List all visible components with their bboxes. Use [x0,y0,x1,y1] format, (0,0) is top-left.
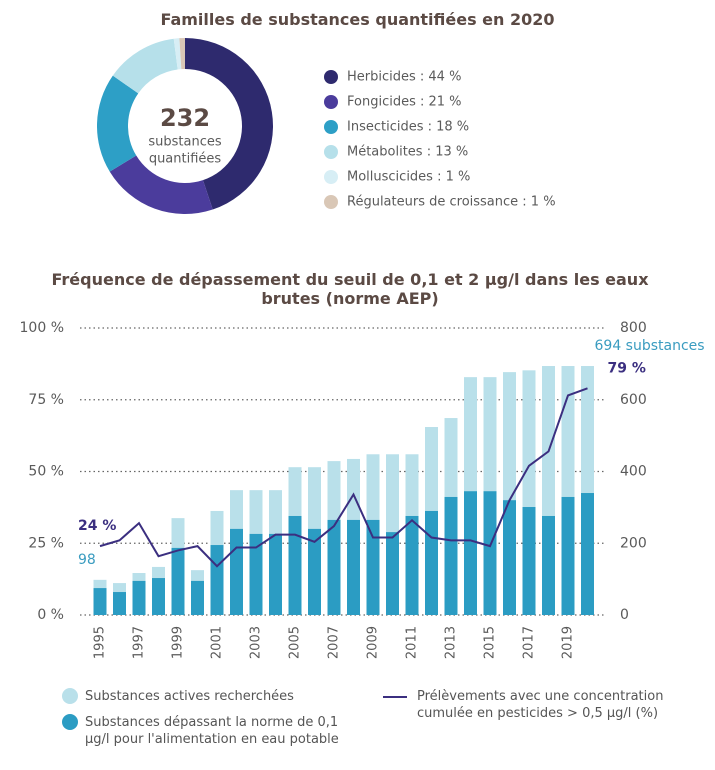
legend-label: Substances actives recherchées [85,689,294,704]
x-tick-label: 2001 [210,626,225,659]
bar [308,528,321,615]
legend-label: Molluscicides : 1 % [347,170,470,185]
bar [269,533,282,615]
bar [93,588,107,615]
legend-item: Substances actives recherchées [62,688,362,705]
center-label: quantifiées [149,152,222,167]
data-label: 694 substances [595,338,705,354]
bar [425,510,438,615]
bar [444,496,458,615]
bar [522,507,536,615]
x-tick-label: 2015 [483,626,498,659]
y-tick-label: 100 % [20,320,64,336]
pie-slice [97,75,139,172]
line [99,387,588,568]
bar [152,578,165,615]
x-tick-label: 2019 [561,626,576,659]
y2-tick-label: 600 [620,392,647,408]
x-tick-label: 1999 [171,626,186,659]
bar [581,493,594,615]
y-tick-label: 50 % [28,464,64,480]
legend-swatch [324,70,338,84]
center-value: 232 [160,104,210,132]
x-tick-label: 2009 [366,626,381,659]
data-label: 79 % [608,360,646,376]
x-tick-label: 2011 [405,626,420,659]
legend-label: Métabolites : 13 % [347,145,468,160]
x-tick-label: 1997 [132,626,147,659]
legend-swatch [324,95,338,109]
y2-tick-label: 800 [620,320,647,336]
bar [386,532,399,615]
pie-slice [109,155,213,215]
x-tick-label: 2005 [288,626,303,659]
pie-slice [179,38,185,70]
legend-swatch [324,120,338,134]
y2-tick-label: 400 [620,464,647,480]
y2-tick-label: 200 [620,535,647,551]
bar [405,515,419,615]
bar [288,515,302,615]
bar [347,519,360,615]
chart-title: Fréquence de dépassement du seuil de 0,1… [51,270,649,308]
center-label: substances [148,135,221,150]
y-tick-label: 75 % [28,392,64,408]
x-tick-label: 2007 [327,626,342,659]
data-label: 24 % [78,518,116,534]
data-label: 98 [78,552,96,568]
bar [191,580,204,615]
bar [210,545,224,615]
legend-label: Régulateurs de croissance : 1 % [347,195,556,210]
bar [464,491,477,615]
pie-slice [112,38,178,94]
legend-swatch [62,714,78,730]
x-tick-label: 2003 [249,626,264,659]
bar [171,547,185,615]
bar [503,500,516,615]
x-tick-label: 2017 [522,626,537,659]
legend-swatch [324,195,338,209]
legend-item: Substances dépassant la norme de 0,1 µg/… [62,714,362,748]
legend-item: Prélèvements avec une concentration cumu… [383,688,693,722]
legend-label: Prélèvements avec une concentration cumu… [417,689,664,721]
x-tick-label: 1995 [93,626,108,659]
bar [561,496,575,615]
legend-swatch [324,170,338,184]
legend-label: Substances dépassant la norme de 0,1 µg/… [85,715,339,747]
legend-swatch [324,145,338,159]
legend-label: Insecticides : 18 % [347,120,469,135]
bar [366,519,380,615]
pie-slice [173,38,182,70]
y-tick-label: 0 % [37,607,64,623]
bar [542,515,555,615]
bar [483,491,497,615]
legend-swatch [62,688,78,704]
y-tick-label: 25 % [28,535,64,551]
pie-title: Familles de substances quantifiées en 20… [160,10,555,29]
bar [249,533,263,615]
pie-slice [185,38,273,210]
bar [132,580,146,615]
y2-tick-label: 0 [620,607,629,623]
x-tick-label: 2013 [444,626,459,659]
bar [327,519,341,615]
legend-label: Herbicides : 44 % [347,70,461,85]
bar [113,592,126,615]
legend-label: Fongicides : 21 % [347,95,462,110]
legend-swatch [383,696,407,698]
bar [230,528,243,615]
